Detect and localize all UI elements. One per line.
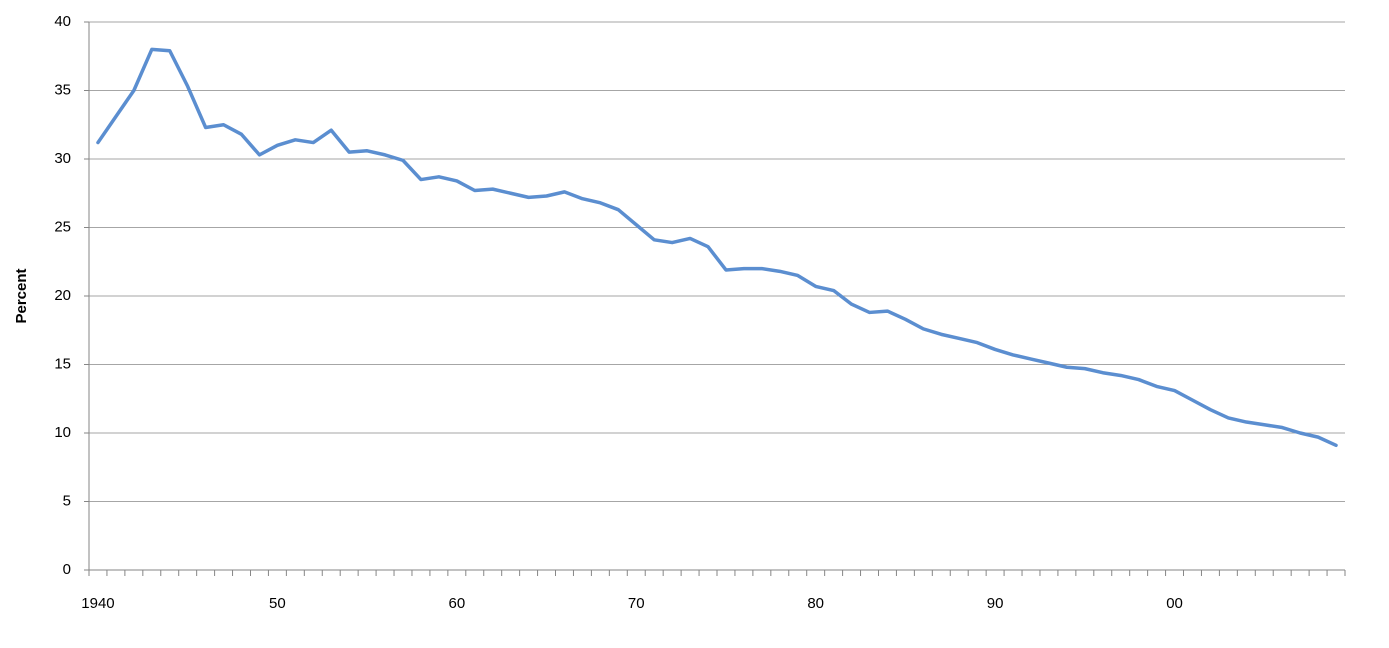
x-tick-label: 00 [1166,595,1183,612]
x-tick-label: 70 [628,595,645,612]
x-tick-label: 80 [807,595,824,612]
x-tick-label: 50 [269,595,286,612]
y-tick-label: 10 [54,424,71,441]
y-tick-label: 25 [54,218,71,235]
x-tick-label: 60 [448,595,465,612]
y-tick-label: 35 [54,81,71,98]
y-tick-label: 20 [54,287,71,304]
x-tick-label: 1940 [81,595,114,612]
y-tick-label: 30 [54,150,71,167]
y-axis-label: Percent [13,268,30,323]
y-tick-label: 40 [54,13,71,30]
y-tick-label: 15 [54,355,71,372]
x-tick-label: 90 [987,595,1004,612]
line-series [96,47,1338,448]
y-tick-label: 0 [63,561,71,578]
y-tick-label: 5 [63,492,71,509]
